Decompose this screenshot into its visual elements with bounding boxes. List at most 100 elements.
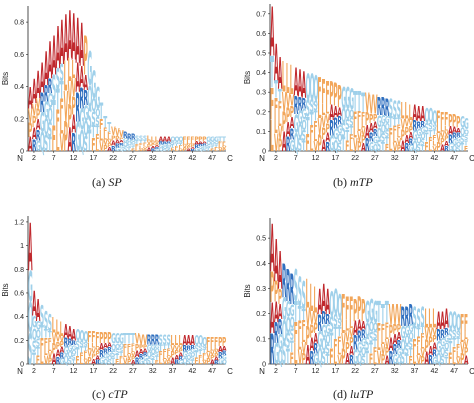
logo-letter: L [123,349,127,360]
logo-letter: S [428,121,432,132]
logo-letter: R [107,347,112,353]
logo-letter: G [460,113,465,132]
logo-letter: A [72,326,77,345]
logo-letter: P [456,113,460,132]
logo-letter: V [182,144,187,149]
y-tick-label: 0.2 [256,311,266,318]
logo-letter: G [91,64,96,107]
logo-letter: Q [321,336,326,356]
logo-letter: T [107,120,111,136]
logo-letter: F [95,330,99,347]
logo-letter: V [460,338,465,356]
logo-letter: R [147,333,151,349]
logo-letter: S [314,99,318,115]
y-tick-label: 0.4 [14,84,24,91]
logo-letter: T [270,48,274,98]
y-axis-title: Bits [243,71,252,84]
logo-letter: Q [198,335,203,349]
logo-letter: Q [44,114,49,140]
logo-letter: A [432,340,437,352]
logo-letter: L [175,335,179,349]
logo-letter: P [357,139,361,155]
logo-letter: V [64,83,69,131]
y-axis-title: Bits [1,283,10,296]
logo-letter: Q [440,345,445,359]
logo-letter: A [405,134,410,146]
logo-letter: L [349,318,353,332]
logo-letter: S [48,311,52,337]
logo-letter: S [91,110,95,130]
logo-letter: P [337,81,341,116]
logo-letter: Q [32,325,37,344]
logo-letter: R [72,129,77,158]
logo-letter: A [373,119,378,131]
logo-letter: S [413,301,417,333]
logo-letter: F [302,318,306,335]
logo-letter: T [222,136,227,143]
logo-letter: A [131,360,136,366]
logo-letter: R [151,333,155,349]
logo-letter: L [40,349,44,369]
logo-letter: A [28,135,33,157]
logo-letter: T [444,354,448,366]
x-tick-label: 32 [149,155,157,162]
logo-letter: Q [448,308,453,336]
logo-letter: A [79,61,84,94]
logo-letter: T [428,128,432,139]
logo-letter: Q [310,67,315,109]
logo-letter: S [163,148,168,152]
logo-letter: V [163,359,168,366]
logo-letter: G [218,356,223,366]
logo-letter: F [294,317,298,350]
logo-letter: G [436,338,441,357]
logo-letter: S [290,325,294,344]
logo-letter: F [218,141,223,146]
logo-letter: R [44,81,49,107]
logo-letter: T [357,85,361,118]
logo-letter: V [420,347,425,359]
logo-letter: Q [167,145,172,148]
logo-letter: G [393,352,398,368]
logo-letter: Q [417,134,422,146]
logo-letter: A [107,343,112,349]
logo-letter: R [48,77,52,99]
y-tick-label: 0.1 [256,336,266,343]
logo-letter: S [36,337,40,351]
logo-letter: R [83,86,88,111]
caption-sp: (a) SP [92,175,122,189]
logo-letter: T [163,344,168,351]
x-tick-label: 12 [312,155,320,162]
logo-letter: R [349,354,354,368]
logo-letter: A [436,308,441,336]
logo-letter: Q [79,327,84,346]
logo-letter: F [36,354,40,368]
logo-letter: A [278,241,283,301]
logo-letter: P [190,145,195,148]
logo-letter: R [373,126,378,138]
logo-letter: S [186,359,190,366]
logo-letter: V [456,356,461,367]
logo-letter: S [107,360,111,366]
logo-letter: A [60,9,65,79]
logo-letter: P [353,294,357,329]
